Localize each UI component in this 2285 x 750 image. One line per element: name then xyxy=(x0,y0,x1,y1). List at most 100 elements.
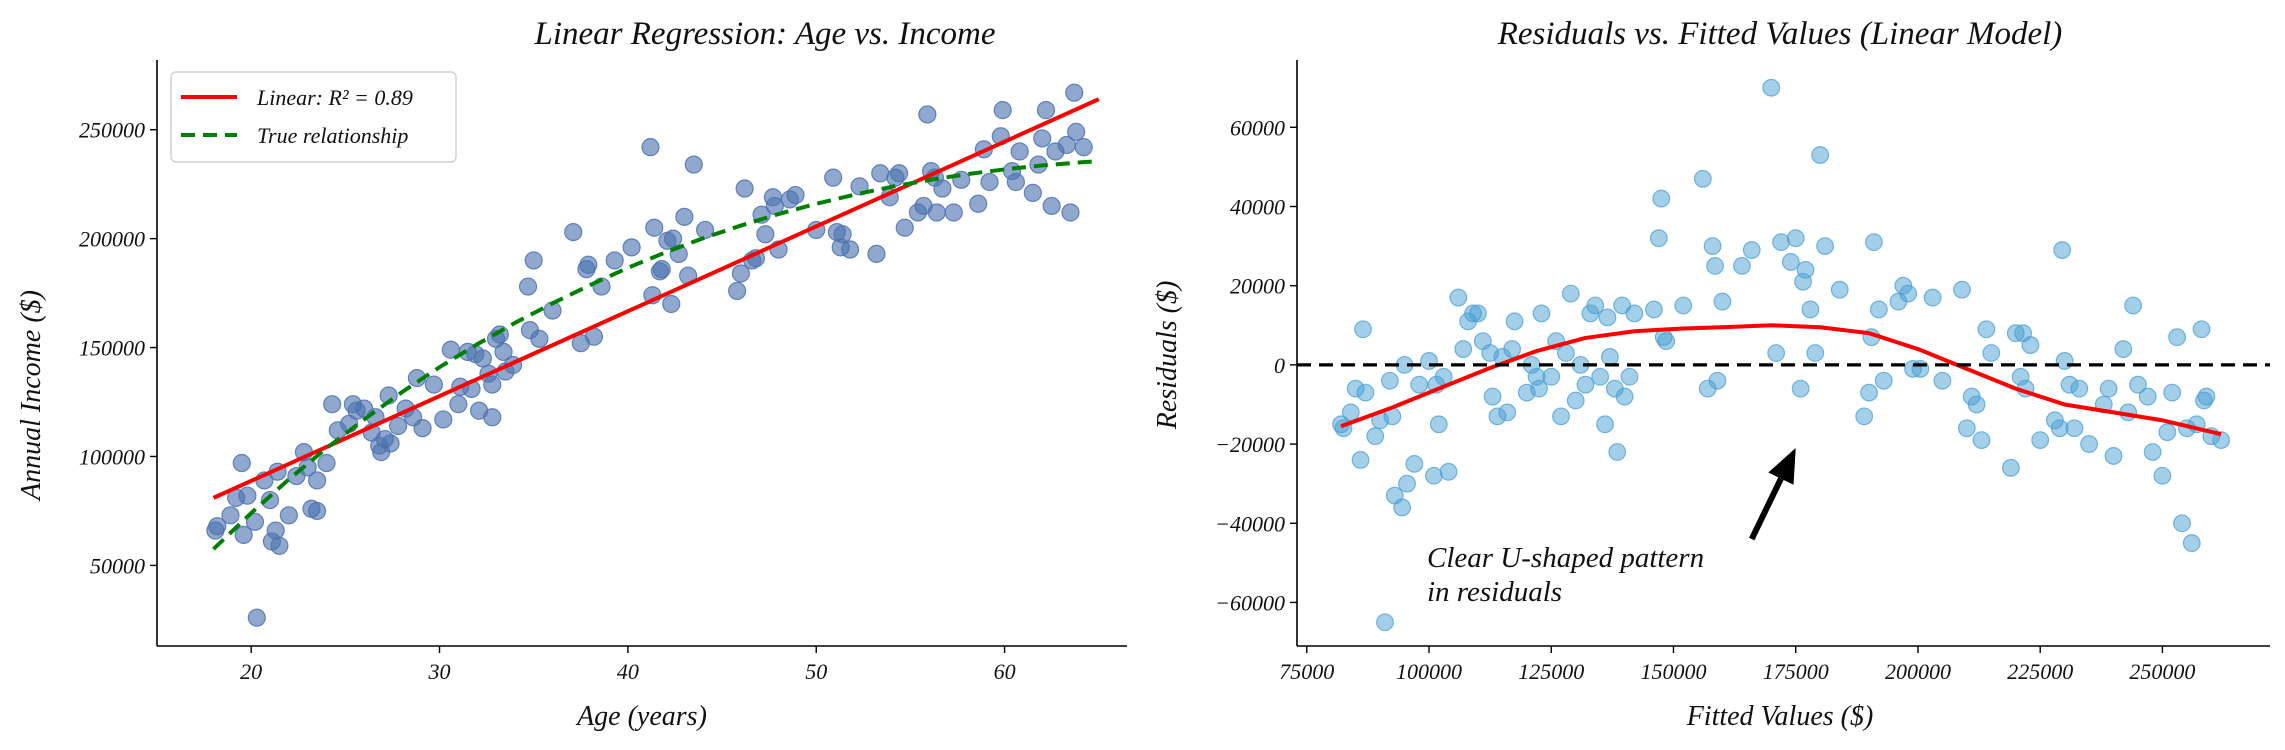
x-tick-label: 175000 xyxy=(1763,659,1829,684)
data-point xyxy=(317,453,336,473)
data-point xyxy=(2138,387,2157,406)
y-tick-label: 50000 xyxy=(90,553,145,578)
data-point xyxy=(1532,304,1551,323)
y-axis-label: Residuals ($) xyxy=(1152,281,1183,431)
data-point xyxy=(1566,391,1585,410)
data-point xyxy=(1483,387,1502,406)
data-point xyxy=(1781,253,1800,271)
data-point xyxy=(2163,383,2182,402)
data-point xyxy=(622,238,641,257)
data-point xyxy=(889,164,909,183)
data-point xyxy=(2031,431,2050,450)
data-point xyxy=(2080,435,2098,453)
data-point xyxy=(2153,466,2172,485)
data-point xyxy=(245,512,265,531)
data-point xyxy=(1874,371,1893,390)
data-point xyxy=(1586,296,1605,315)
x-tick-label: 75000 xyxy=(1279,659,1334,684)
data-point xyxy=(1933,371,1952,390)
data-point xyxy=(1351,451,1370,469)
data-point xyxy=(1645,300,1663,319)
data-point xyxy=(980,172,999,192)
residuals-chart: Residuals vs. Fitted Values (Linear Mode… xyxy=(1152,16,2270,732)
data-point xyxy=(1576,375,1595,394)
data-point xyxy=(307,501,327,521)
data-point xyxy=(1380,371,1399,390)
legend-frame xyxy=(170,71,457,163)
data-point xyxy=(238,486,257,505)
data-point xyxy=(1957,419,1976,438)
data-point xyxy=(1608,443,1627,461)
data-point xyxy=(1469,304,1487,323)
data-point xyxy=(434,410,453,429)
data-point xyxy=(2173,514,2191,533)
data-point xyxy=(2055,352,2074,370)
data-point xyxy=(1454,340,1473,358)
data-point xyxy=(1449,288,1468,307)
data-point xyxy=(1420,352,1438,370)
x-tick-label: 150000 xyxy=(1640,659,1706,684)
data-point xyxy=(1542,367,1561,386)
data-point xyxy=(833,225,852,244)
data-point xyxy=(381,434,400,453)
data-point xyxy=(1972,431,1991,450)
data-point xyxy=(270,536,289,555)
data-point xyxy=(1425,466,1443,485)
data-point xyxy=(1801,300,1820,319)
data-point xyxy=(1865,233,1883,252)
data-point xyxy=(1439,462,1458,481)
data-point xyxy=(1503,340,1522,358)
data-point xyxy=(1429,415,1448,434)
data-point xyxy=(2143,443,2162,461)
data-point xyxy=(1713,292,1732,311)
data-point xyxy=(2001,458,2020,477)
data-point xyxy=(1706,256,1724,275)
data-point xyxy=(2104,447,2123,465)
data-point xyxy=(1652,189,1671,208)
data-point xyxy=(1674,296,1693,315)
data-point xyxy=(1796,260,1815,279)
data-point xyxy=(1703,237,1722,255)
data-points xyxy=(206,83,1093,627)
data-point xyxy=(1061,203,1080,222)
data-point xyxy=(1869,300,1888,319)
x-tick-label: 60 xyxy=(994,659,1016,684)
data-point xyxy=(1530,379,1548,398)
x-axis-label: Age (years) xyxy=(575,701,707,732)
data-point xyxy=(494,342,513,362)
data-point xyxy=(1376,613,1394,632)
data-point xyxy=(208,517,227,536)
data-point xyxy=(918,105,937,124)
data-point xyxy=(388,416,408,436)
data-point xyxy=(1074,138,1093,157)
y-axis-label: Annual Income ($) xyxy=(16,290,47,502)
data-point xyxy=(1657,332,1676,351)
data-point xyxy=(1561,284,1580,303)
data-point xyxy=(2192,320,2211,339)
data-point xyxy=(307,471,327,490)
data-point xyxy=(2182,534,2201,552)
data-point xyxy=(895,218,914,237)
data-point xyxy=(663,229,683,248)
legend-label: Linear: R² = 0.89 xyxy=(256,85,413,110)
data-point xyxy=(662,294,681,314)
data-point xyxy=(2070,379,2089,398)
data-point xyxy=(969,194,988,213)
data-point xyxy=(684,155,703,174)
data-point xyxy=(1498,403,1517,422)
data-point xyxy=(1410,375,1429,394)
chart-title: Residuals vs. Fitted Values (Linear Mode… xyxy=(1497,16,2063,52)
data-point xyxy=(2197,387,2216,406)
data-point xyxy=(483,375,502,394)
y-tick-label: 200000 xyxy=(79,227,145,252)
data-point xyxy=(1393,498,1412,517)
x-tick-label: 200000 xyxy=(1885,659,1951,684)
data-point xyxy=(1899,284,1918,303)
data-point xyxy=(2053,241,2072,259)
data-point xyxy=(1967,395,1986,414)
data-point xyxy=(2158,423,2177,442)
data-point xyxy=(1923,288,1942,307)
y-tick-label: 20000 xyxy=(1230,274,1285,299)
data-point xyxy=(641,138,660,157)
